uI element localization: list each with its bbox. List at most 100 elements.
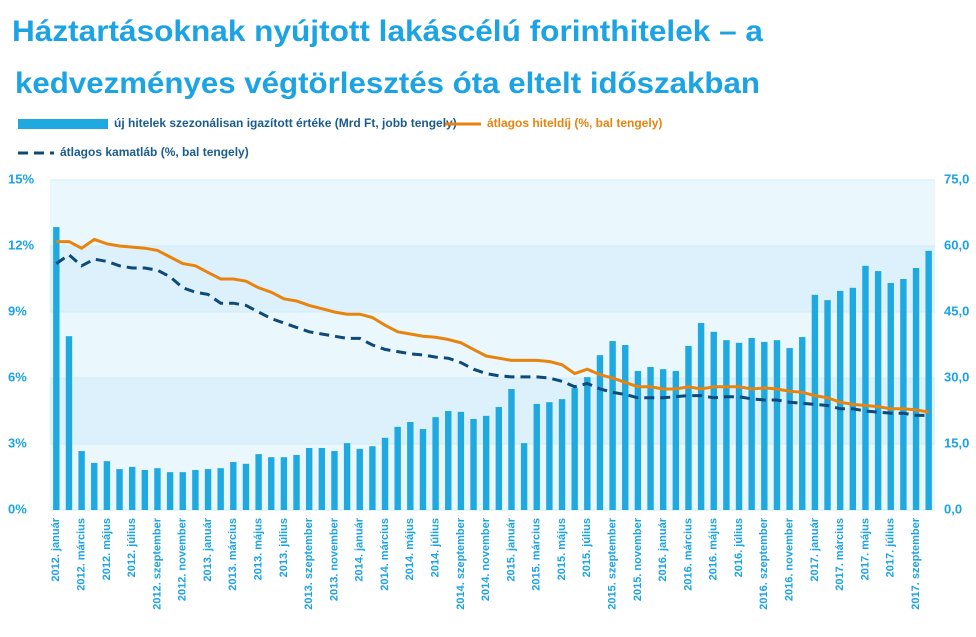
x-tick-label: 2012. május: [101, 518, 113, 580]
y-tick-label: 6%: [8, 369, 27, 384]
bar: [305, 447, 313, 510]
bar: [533, 403, 540, 510]
x-tick-label: 2015. november: [632, 517, 644, 601]
x-tick-label: 2013. március: [227, 518, 239, 591]
x-tick-label: 2012. november: [177, 517, 189, 601]
bar: [710, 331, 717, 510]
bar: [230, 462, 237, 510]
bar: [887, 282, 894, 510]
x-tick-label: 2016. március: [682, 518, 694, 591]
x-tick-label: 2014. március: [379, 518, 391, 591]
bar: [103, 461, 111, 510]
x-tick-label: 2013. július: [278, 518, 290, 577]
legend-label: új hitelek szezonálisan igazított értéke…: [114, 116, 457, 130]
x-tick-label: 2017. július: [885, 518, 897, 577]
x-tick-label: 2016. január: [657, 517, 669, 581]
bar: [394, 426, 401, 510]
y-tick-label: 0%: [8, 501, 27, 516]
bar: [78, 451, 85, 510]
bar: [432, 417, 439, 510]
bar: [723, 340, 730, 510]
bar: [799, 337, 806, 510]
bar: [735, 342, 743, 510]
bar: [179, 472, 186, 510]
x-tick-label: 2013. május: [253, 518, 265, 580]
bar: [773, 340, 781, 510]
bar: [293, 455, 300, 510]
x-tick-label: 2012. március: [76, 518, 88, 591]
bar: [836, 290, 844, 510]
x-tick-label: 2015. szeptember: [607, 517, 619, 609]
y2-tick-label: 15,0: [944, 435, 969, 450]
x-tick-label: 2014. január: [354, 517, 366, 581]
bar: [154, 468, 161, 510]
x-tick-label: 2017. május: [859, 518, 871, 580]
y2-tick-label: 0,0: [944, 501, 962, 516]
x-tick-label: 2012. szeptember: [151, 517, 163, 609]
bar: [520, 443, 528, 510]
bar: [242, 463, 250, 510]
bar: [546, 402, 553, 510]
grid-band: [50, 246, 935, 312]
x-tick-label: 2012. július: [126, 518, 138, 577]
bar: [761, 341, 768, 510]
x-tick-label: 2016. július: [733, 518, 745, 577]
legend-label: átlagos hiteldíj (%, bal tengely): [487, 116, 662, 130]
bar: [571, 388, 578, 510]
bar: [672, 370, 680, 510]
bar: [53, 227, 60, 510]
bar: [647, 367, 654, 510]
x-tick-label: 2014. szeptember: [455, 517, 467, 609]
y2-tick-label: 30,0: [944, 369, 969, 384]
bar: [280, 457, 288, 510]
bar: [609, 341, 616, 510]
bar: [596, 355, 604, 510]
x-tick-label: 2017. március: [834, 518, 846, 591]
bar: [634, 370, 642, 510]
x-tick-label: 2017. január: [809, 517, 821, 581]
bar: [407, 422, 414, 510]
bar: [786, 348, 793, 510]
bar: [748, 337, 755, 510]
y2-tick-label: 45,0: [944, 303, 969, 318]
bar: [900, 279, 907, 510]
x-tick-label: 2014. május: [404, 518, 416, 580]
bar: [558, 399, 566, 510]
legend-swatch: [18, 119, 108, 129]
bar: [925, 250, 932, 510]
bar: [470, 418, 477, 510]
line: [55, 252, 929, 417]
y2-tick-label: 75,0: [944, 171, 969, 186]
bar: [457, 411, 465, 510]
bar: [495, 407, 503, 510]
chart-title: Háztartásoknak nyújtott lakáscélú forint…: [12, 15, 763, 48]
bar: [482, 415, 490, 510]
bar: [128, 466, 136, 510]
bar: [255, 454, 262, 510]
bar: [811, 294, 819, 510]
y-tick-label: 9%: [8, 303, 27, 318]
x-tick-label: 2013. szeptember: [303, 517, 315, 609]
bar: [659, 369, 667, 510]
x-tick-label: 2016. november: [784, 517, 796, 601]
bar: [356, 448, 363, 510]
chart-title: kedvezményes végtörlesztés óta eltelt id…: [15, 67, 760, 100]
bar: [874, 271, 882, 510]
x-tick-label: 2015. július: [581, 518, 593, 577]
y-tick-label: 12%: [8, 237, 34, 252]
x-tick-label: 2016. szeptember: [758, 517, 770, 609]
bar: [91, 462, 98, 510]
bar: [204, 469, 212, 510]
x-tick-label: 2015. március: [531, 518, 543, 591]
x-tick-label: 2015. január: [505, 517, 517, 581]
bar: [419, 429, 427, 510]
bar: [685, 345, 692, 510]
bar: [508, 389, 515, 510]
bar: [849, 287, 857, 510]
bar: [268, 457, 275, 510]
bar: [343, 443, 351, 510]
bar: [369, 446, 376, 510]
x-tick-label: 2013. november: [328, 517, 340, 601]
line: [56, 237, 929, 414]
